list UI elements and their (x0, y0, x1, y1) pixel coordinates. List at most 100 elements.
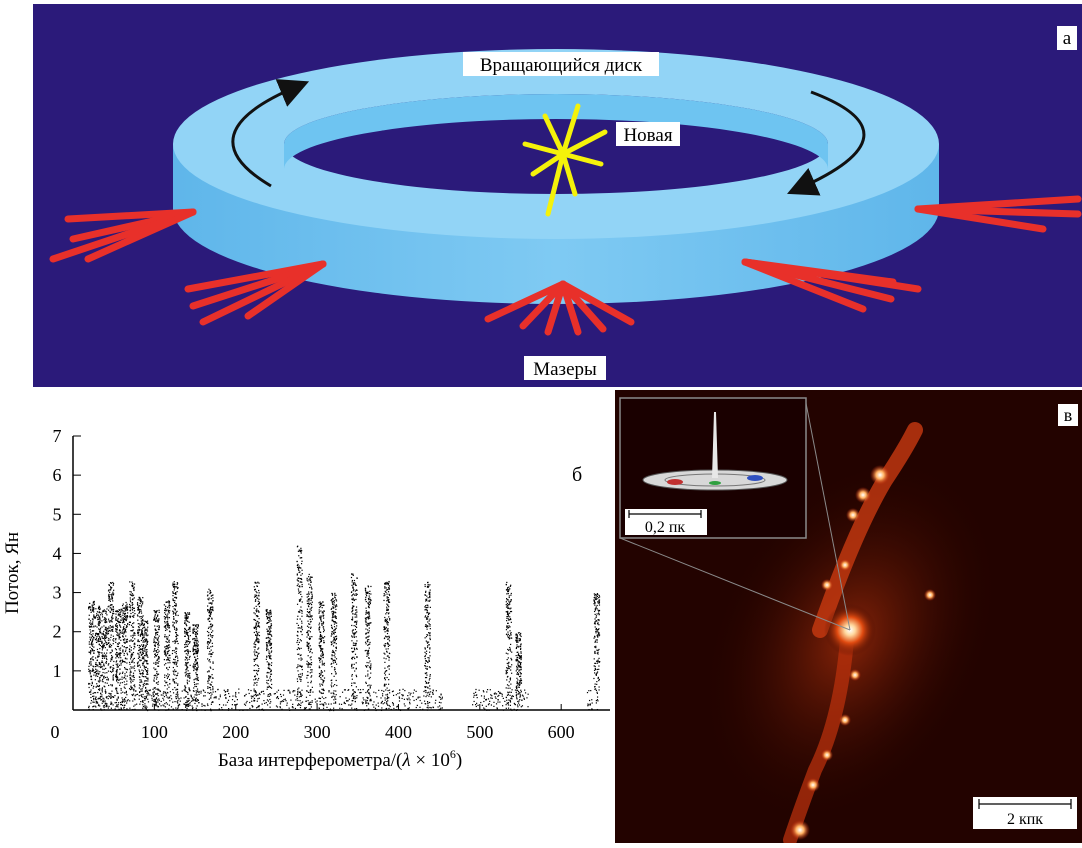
data-point (505, 704, 507, 706)
data-point (88, 705, 90, 707)
data-point (98, 677, 101, 679)
data-point (298, 569, 300, 572)
data-point (365, 628, 367, 630)
data-point (208, 659, 211, 661)
data-point (253, 675, 256, 678)
data-point (112, 674, 115, 676)
data-point (144, 639, 146, 641)
data-point (97, 680, 100, 682)
data-point (188, 658, 190, 660)
data-point (271, 683, 273, 686)
data-point (91, 640, 94, 642)
data-point (429, 634, 431, 636)
data-point (212, 609, 214, 612)
data-point (426, 626, 428, 628)
data-point (139, 648, 142, 651)
data-point (322, 681, 324, 683)
data-point (427, 641, 430, 643)
data-point (126, 654, 129, 656)
data-point (115, 628, 117, 630)
data-point (254, 600, 257, 602)
data-point (176, 591, 178, 593)
data-point (207, 644, 209, 646)
data-point (597, 619, 599, 621)
data-point (145, 660, 148, 662)
data-point (194, 665, 196, 668)
peak-cluster (593, 593, 601, 711)
data-point (419, 699, 421, 702)
data-point (164, 646, 166, 648)
data-point (147, 663, 149, 665)
data-point (164, 691, 167, 693)
data-point (311, 606, 313, 608)
data-point (93, 611, 95, 613)
data-point (334, 611, 336, 613)
data-point (99, 662, 101, 664)
data-point (268, 685, 270, 687)
data-point (185, 650, 187, 652)
data-point (208, 670, 210, 672)
data-point (505, 629, 508, 631)
data-point (138, 687, 141, 689)
data-point (116, 664, 118, 666)
data-point (164, 626, 167, 628)
data-point (509, 637, 511, 640)
data-point (136, 662, 139, 664)
data-point (166, 606, 169, 609)
data-point (268, 652, 270, 654)
data-point (267, 636, 270, 638)
data-point (158, 627, 160, 629)
data-point (297, 615, 299, 617)
data-point (331, 643, 333, 645)
data-point (299, 665, 301, 667)
data-point (211, 701, 213, 703)
data-point (140, 651, 142, 653)
data-point (506, 662, 508, 665)
data-point (167, 657, 169, 659)
data-point (594, 626, 596, 628)
data-point (99, 671, 101, 673)
data-point (195, 646, 197, 648)
data-point (176, 662, 178, 664)
data-point (133, 643, 135, 645)
data-point (595, 594, 598, 596)
data-point (308, 647, 310, 649)
data-point (368, 623, 370, 625)
data-point (333, 602, 335, 604)
data-point (157, 628, 160, 631)
data-point (506, 598, 508, 600)
data-point (110, 697, 112, 699)
data-point (133, 587, 135, 589)
data-point (367, 644, 369, 646)
data-point (321, 688, 323, 690)
data-point (598, 599, 601, 601)
data-point (598, 619, 600, 622)
data-point (383, 626, 385, 629)
data-point (507, 607, 509, 609)
data-point (389, 692, 391, 694)
data-point (99, 627, 102, 629)
data-point (331, 620, 333, 622)
data-point (270, 630, 272, 632)
data-point (207, 678, 210, 680)
data-point (309, 701, 311, 703)
data-point (520, 706, 522, 708)
data-point (105, 644, 108, 646)
data-point (369, 686, 371, 688)
data-point (141, 695, 143, 698)
data-point (139, 616, 141, 618)
data-point (257, 623, 259, 625)
data-point (307, 649, 310, 651)
data-point (210, 640, 212, 642)
data-point (322, 692, 325, 694)
data-point (517, 674, 520, 676)
data-point (175, 693, 177, 696)
data-point (385, 628, 387, 630)
data-point (298, 571, 300, 574)
data-point (424, 594, 426, 596)
data-point (165, 609, 168, 611)
data-point (137, 632, 139, 634)
data-point (177, 587, 179, 589)
data-point (354, 582, 356, 584)
